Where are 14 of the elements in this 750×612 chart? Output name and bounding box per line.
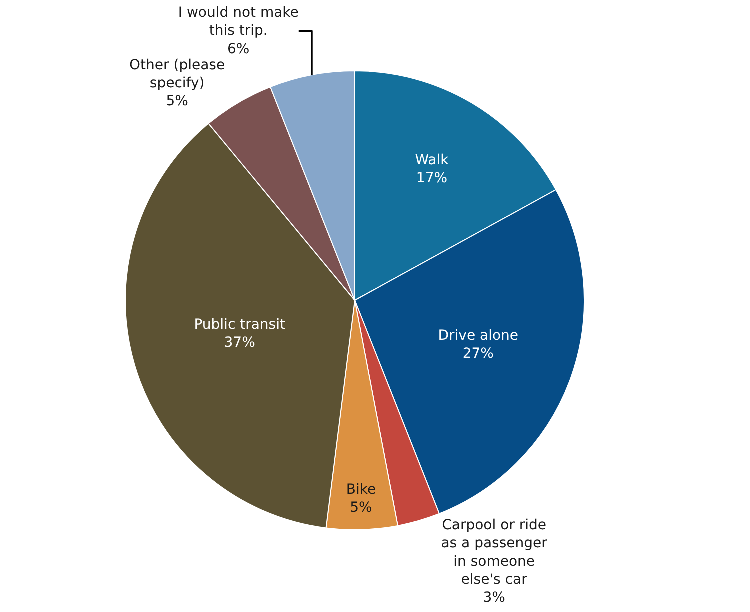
slice-label: I would not make this trip. xyxy=(178,4,299,40)
data-label: 37% xyxy=(224,334,256,351)
data-label: 5% xyxy=(166,94,188,110)
slice-label: Other (please specify) xyxy=(130,57,226,92)
data-label: 17% xyxy=(416,170,448,187)
slice-label: Carpool or ride as a passenger in someone else's car xyxy=(441,517,548,588)
slice-label: Walk xyxy=(415,152,450,168)
slice-label: Public transit xyxy=(194,316,286,333)
data-label: 5% xyxy=(350,500,372,516)
slice-label: Drive alone xyxy=(438,328,519,344)
data-label: 6% xyxy=(228,41,250,58)
data-label: 3% xyxy=(483,590,506,606)
data-label: 27% xyxy=(462,346,494,362)
slice-label: Bike xyxy=(346,482,376,498)
